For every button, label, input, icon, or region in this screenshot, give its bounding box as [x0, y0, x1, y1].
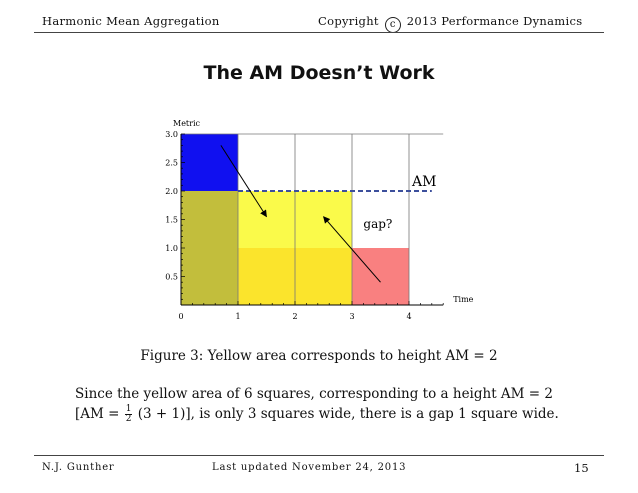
copyright-holder: 2013 Performance Dynamics	[406, 14, 583, 28]
am-label: AM	[411, 174, 436, 190]
copyright-label: Copyright	[318, 14, 379, 28]
fraction: 1 2	[124, 404, 133, 424]
x-tick-label: 4	[406, 312, 411, 321]
y-tick-label: 2.0	[165, 187, 178, 196]
body-text-line2: [AM = 1 2 (3 + 1)], is only 3 squares wi…	[75, 405, 559, 424]
header-rule	[34, 32, 604, 33]
x-tick-label: 2	[292, 312, 297, 321]
x-tick-label: 1	[235, 312, 240, 321]
page-number: 15	[574, 461, 589, 475]
y-tick-label: 0.5	[165, 273, 178, 282]
footer-rule	[34, 455, 604, 456]
body-text-line2-post: (3 + 1)], is only 3 squares wide, there …	[137, 406, 559, 422]
x-tick-label: 3	[349, 312, 354, 321]
area-region	[181, 134, 238, 191]
x-tick-label: 0	[178, 312, 183, 321]
y-axis-label: Metric	[173, 119, 201, 128]
fraction-denominator: 2	[125, 414, 132, 424]
header-copyright: Copyright c 2013 Performance Dynamics	[318, 14, 582, 33]
area-chart: 0 1 2 3 4 0.5 1.0 1.5 2.0 2.5 3.0 Metric Time AM gap?	[165, 119, 473, 321]
y-tick-label: 1.0	[165, 244, 178, 253]
y-tick-label: 1.5	[165, 216, 178, 225]
footer-updated: Last updated November 24, 2013	[212, 462, 407, 473]
fraction-numerator: 1	[124, 404, 133, 415]
footer-author: N.J. Gunther	[42, 462, 115, 473]
y-tick-label: 3.0	[165, 130, 178, 139]
body-text-line1: Since the yellow area of 6 squares, corr…	[75, 386, 553, 402]
arrow	[323, 216, 381, 283]
area-region	[181, 191, 238, 305]
header-title: Harmonic Mean Aggregation	[42, 14, 220, 28]
slide-title: The AM Doesn’t Work	[203, 62, 435, 84]
arrow	[220, 145, 267, 218]
body-text-line2-pre: [AM =	[75, 406, 124, 422]
x-axis-label: Time	[453, 295, 473, 304]
area-region	[352, 248, 409, 305]
figure-caption: Figure 3: Yellow area corresponds to hei…	[140, 348, 498, 364]
gap-annotation: gap?	[363, 217, 392, 231]
y-tick-label: 2.5	[165, 159, 178, 168]
copyright-icon: c	[384, 17, 401, 33]
